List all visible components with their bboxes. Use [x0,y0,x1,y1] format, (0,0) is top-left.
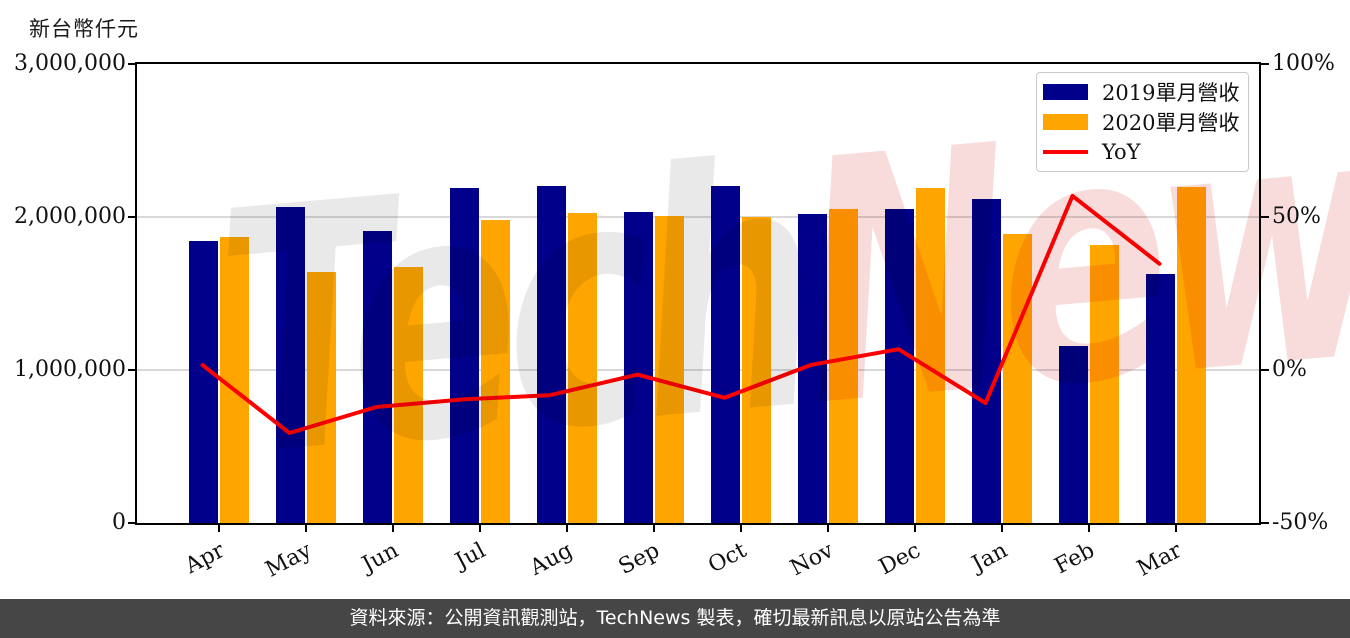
y-axis-unit-label: 新台幣仟元 [29,17,139,41]
bar-2019單月營收-mar [1145,273,1175,523]
x-axis-tick-mark-oct [739,525,742,532]
bar-2019單月營收-aug [536,185,566,523]
left-axis-tick-label: 3,000,000 [14,51,126,76]
x-axis-tick-mark-aug [565,525,568,532]
left-axis-tick-mark [128,369,136,371]
right-axis-tick-label: 50% [1272,204,1321,229]
x-axis-tick-mark-apr [217,525,220,532]
bar-2020單月營收-jan [1002,233,1032,523]
bar-2020單月營收-feb [1089,244,1119,523]
bar-2020單月營收-oct [741,217,771,523]
right-axis-tick-label: 100% [1272,51,1335,76]
bar-2019單月營收-may [275,207,305,523]
right-axis-tick-mark [1261,522,1269,524]
x-axis-tick-mark-dec [913,525,916,532]
x-axis-tick-mark-may [304,525,307,532]
left-axis-tick-mark [128,522,136,524]
bar-2019單月營收-feb [1058,345,1088,523]
left-axis-tick-mark [128,216,136,218]
bar-2020單月營收-dec [915,187,945,523]
left-axis-tick-label: 2,000,000 [14,204,126,229]
bar-2020單月營收-may [306,272,336,523]
x-axis-tick-mark-jun [391,525,394,532]
bar-2019單月營收-oct [710,186,740,523]
bar-2020單月營收-aug [567,213,597,523]
left-axis-tick-label: 1,000,000 [14,357,126,382]
bar-2019單月營收-jul [449,187,479,523]
legend-item-2019: 2019單月營收 [1043,77,1242,107]
x-axis-tick-mark-sep [652,525,655,532]
x-axis-tick-mark-feb [1087,525,1090,532]
legend-item-yoy: YoY [1043,137,1242,167]
bar-2019單月營收-jan [971,198,1001,523]
gridline [137,369,1259,371]
legend-box: 2019單月營收 2020單月營收 YoY [1036,72,1249,172]
left-axis-tick-mark [128,63,136,65]
legend-item-2020: 2020單月營收 [1043,107,1242,137]
bar-2019單月營收-apr [188,241,218,523]
x-axis-tick-mark-jan [1000,525,1003,532]
right-axis-tick-mark [1261,63,1269,65]
x-axis-tick-mark-mar [1174,525,1177,532]
bar-2019單月營收-sep [623,211,653,523]
legend-label-2020: 2020單月營收 [1102,111,1240,135]
legend-swatch-2020 [1043,114,1088,130]
bar-2019單月營收-dec [884,209,914,523]
right-axis-tick-mark [1261,369,1269,371]
gridline [137,216,1259,218]
x-axis-tick-mark-nov [826,525,829,532]
yoy-line [200,193,1162,435]
bar-2020單月營收-jul [480,220,510,523]
bar-2019單月營收-jun [362,230,392,523]
legend-swatch-yoy-line [1043,150,1088,154]
legend-label-2019: 2019單月營收 [1102,81,1240,105]
bar-2020單月營收-sep [654,216,684,523]
left-axis-tick-label: 0 [112,510,126,535]
right-axis-tick-label: 0% [1272,357,1307,382]
bar-2020單月營收-nov [828,208,858,523]
bar-2020單月營收-mar [1176,187,1206,523]
legend-swatch-2019 [1043,84,1088,100]
x-axis-tick-mark-jul [478,525,481,532]
plot-area: TechNews [135,32,1350,532]
bar-2020單月營收-jun [393,267,423,523]
right-axis-tick-label: -50% [1272,510,1329,535]
right-axis-tick-mark [1261,216,1269,218]
source-footer: 資料來源：公開資訊觀測站，TechNews 製表，確切最新訊息以原站公告為準 [0,599,1350,638]
legend-label-yoy: YoY [1102,140,1141,164]
